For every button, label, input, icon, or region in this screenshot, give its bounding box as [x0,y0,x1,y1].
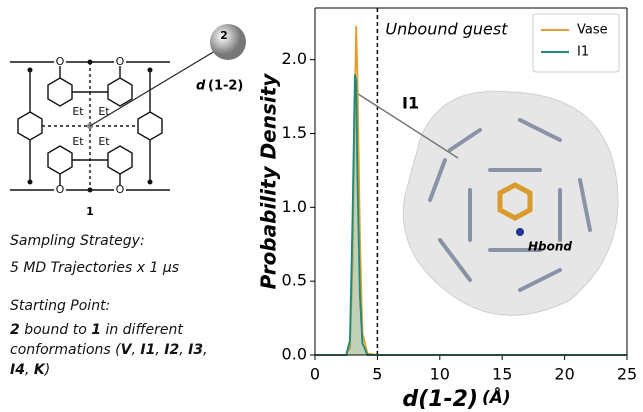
annotation: I1 [402,94,419,113]
caption-line: conformations (V, I1, I2, I3, [10,342,208,358]
oxygen-label: O [56,183,65,196]
caption-title: Sampling Strategy: [10,233,145,249]
caption-segment: 2 [10,322,20,338]
y-tick-label: 1.0 [282,197,307,216]
x-tick-label: 10 [430,365,450,384]
molecule-render [403,91,618,315]
guest-sphere [210,24,246,60]
ethyl-label: Et [72,135,84,148]
x-tick-label: 15 [492,365,512,384]
caption-segment: , [131,342,140,358]
x-tick-label: 5 [372,365,382,384]
annotation: Unbound guest [385,20,508,39]
x-axis-unit: (Å) [482,385,511,408]
y-tick-label: 1.5 [282,123,307,142]
caption-segment: , [25,362,34,378]
legend-label: I1 [577,45,589,60]
caption-line: I4, K) [10,362,50,378]
ethyl-label: Et [98,105,110,118]
x-tick-label: 25 [617,365,637,384]
oxygen-label: O [116,55,125,68]
caption-paragraph: 2 bound to 1 in different conformations (… [10,322,208,378]
caption-segment: bound to [20,322,92,338]
figure: 2 d (1-2) 1 O O O O Et Et Et Et Sampling Strate… [0,0,643,412]
x-tick-label: 20 [554,365,574,384]
y-tick-label: 0.5 [282,271,307,290]
caption-segment: 1 [91,322,101,338]
ethyl-label: Et [72,105,84,118]
caption-segment: , [179,342,188,358]
caption-segment: I3 [188,342,203,358]
guest-label: 2 [220,29,228,42]
x-tick-label: 0 [310,365,320,384]
distance-pair: (1-2) [208,79,243,94]
distance-symbol: d [196,79,206,94]
y-tick-label: 0.0 [282,345,307,364]
caption-segment: conformations ( [10,342,121,358]
x-axis-label: d(1-2) [402,387,478,412]
ethyl-label: Et [98,135,110,148]
caption-segment: I2 [164,342,179,358]
caption-segment: in different [101,322,183,338]
caption-segment: , [203,342,207,358]
caption-segment: I4 [10,362,25,378]
host-label: 1 [86,205,94,218]
caption-segment: I1 [140,342,155,358]
caption-segment: ) [44,362,50,378]
caption-text: 5 MD Trajectories x 1 μs [10,260,179,276]
caption-line: 2 bound to 1 in different [10,322,183,338]
legend-label: Vase [577,23,608,38]
oxygen-label: O [116,183,125,196]
caption-title: Starting Point: [10,298,110,314]
y-axis-label: Probability Density [257,73,281,290]
annotation: Hbond [528,240,572,254]
y-tick-label: 2.0 [282,49,307,68]
caption-segment: , [155,342,164,358]
oxygen-label: O [56,55,65,68]
